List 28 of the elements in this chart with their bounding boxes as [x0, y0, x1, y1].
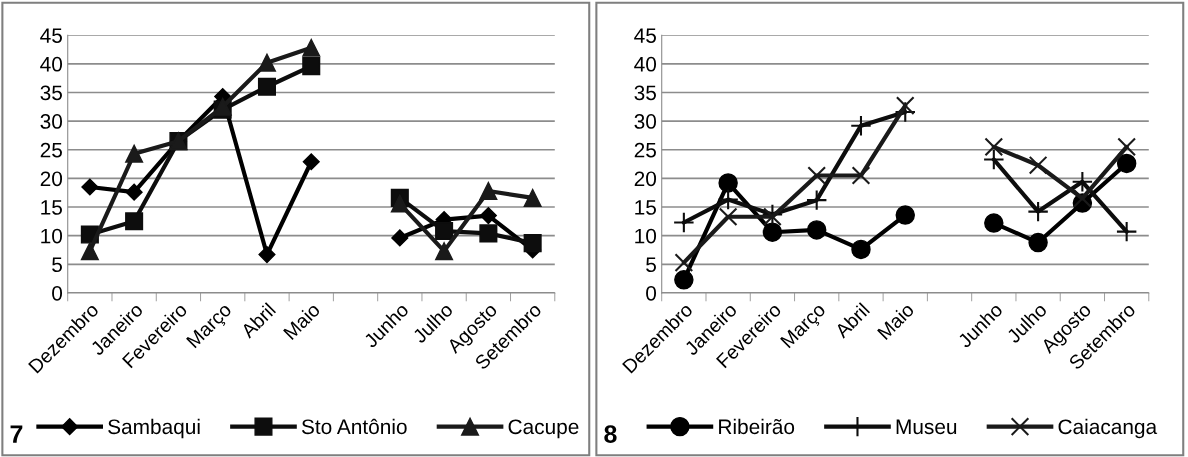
y-tick-label: 35 — [40, 85, 62, 101]
y-tick-label: 25 — [634, 142, 656, 158]
y-tick-label: 25 — [40, 142, 62, 158]
legend-label: Caiacanga — [1058, 418, 1158, 439]
y-tick-label: 5 — [52, 257, 62, 273]
y-tick-label: 10 — [635, 228, 657, 244]
y-tick-label: 35 — [634, 85, 656, 101]
text: 8 — [604, 425, 617, 443]
legend-label: Sambaqui — [108, 418, 200, 439]
y-tick-label: 20 — [634, 171, 657, 187]
y-tick-label: 0 — [646, 285, 657, 301]
y-tick-label: 30 — [40, 114, 63, 129]
y-tick-label: 15 — [635, 200, 656, 215]
y-tick-label: 20 — [40, 171, 63, 187]
y-tick-label: 40 — [634, 56, 657, 72]
y-tick-label: 5 — [646, 257, 656, 273]
y-tick-label: 45 — [634, 28, 656, 43]
y-tick-label: 45 — [40, 28, 62, 43]
legend-label: Museu — [896, 419, 957, 435]
y-tick-label: 0 — [52, 285, 63, 301]
legend-label: Sto Antônio — [301, 418, 407, 435]
y-tick-label: 10 — [41, 228, 63, 244]
text: 7 — [10, 425, 23, 443]
y-tick-label: 40 — [40, 56, 63, 72]
legend-label: Ribeirão — [719, 418, 795, 435]
y-tick-label: 30 — [634, 114, 657, 129]
y-tick-label: 15 — [41, 200, 62, 215]
legend-label: Cacupe — [508, 419, 579, 439]
